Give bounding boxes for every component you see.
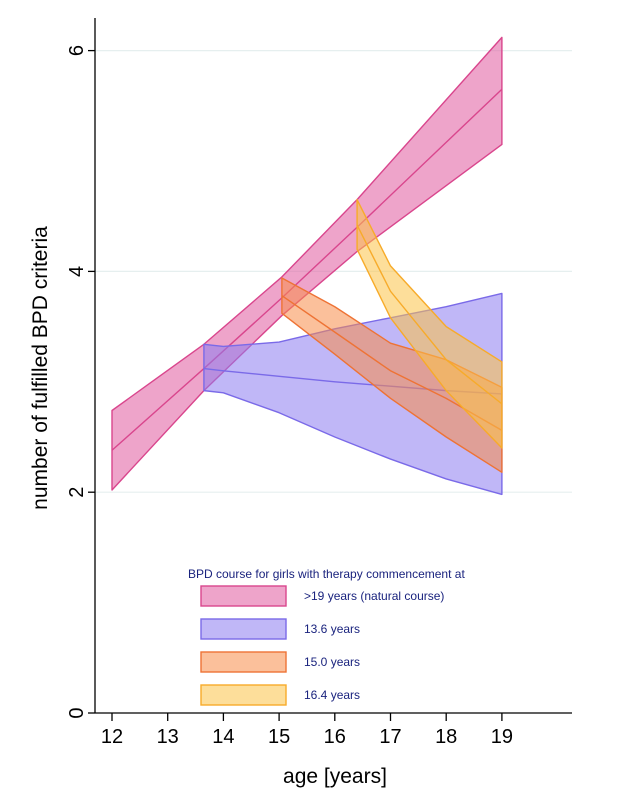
- y-tick-label-0: 0: [66, 707, 88, 718]
- x-tick-label-19: 19: [491, 726, 513, 748]
- y-tick-label-6: 6: [66, 45, 88, 56]
- legend-swatch-2: [200, 618, 287, 640]
- legend-label-2: 13.6 years: [304, 622, 360, 636]
- x-tick-label-12: 12: [101, 726, 123, 748]
- series-band-3: [281, 277, 503, 474]
- y-tick-label-4: 4: [66, 266, 88, 277]
- y-axis-title: number of fulfilled BPD criteria: [29, 226, 52, 510]
- legend-label-3: 15.0 years: [304, 655, 360, 669]
- legend-swatch-1: [200, 585, 287, 607]
- legend: BPD course for girls with therapy commen…: [188, 567, 465, 706]
- legend-title: BPD course for girls with therapy commen…: [188, 567, 465, 581]
- series-mean-line-4: [356, 224, 503, 405]
- x-tick-label-15: 15: [268, 726, 290, 748]
- x-tick-label-16: 16: [324, 726, 346, 748]
- x-tick-label-18: 18: [435, 726, 457, 748]
- x-tick-label-17: 17: [379, 726, 401, 748]
- x-tick-label-13: 13: [157, 726, 179, 748]
- legend-label-1: >19 years (natural course): [304, 589, 444, 603]
- legend-swatch-4: [200, 684, 287, 706]
- x-tick-label-14: 14: [212, 726, 234, 748]
- data-bands: [111, 36, 503, 496]
- y-tick-label-2: 2: [66, 487, 88, 498]
- series-band-4: [356, 198, 503, 449]
- legend-label-4: 16.4 years: [304, 688, 360, 702]
- legend-swatch-3: [200, 651, 287, 673]
- axes: 0 2 4 6 12 13 14 15 16 17 18 19: [66, 18, 572, 748]
- x-axis-title: age [years]: [283, 765, 387, 788]
